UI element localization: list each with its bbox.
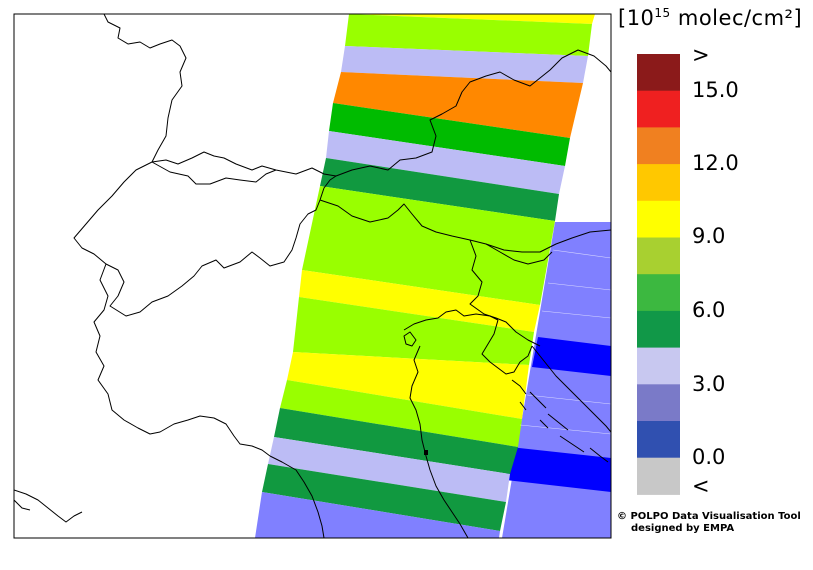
stripe-14 — [268, 437, 510, 502]
coast-croatia — [531, 345, 611, 433]
stripe-07 — [320, 158, 559, 221]
legend-label-0: 0.0 — [692, 445, 726, 469]
stripe-13 — [274, 408, 518, 474]
country-borders — [14, 14, 611, 538]
border-france-monaco — [14, 489, 83, 523]
unit-prefix: [10 — [618, 6, 655, 30]
legend-label-15: 15.0 — [692, 78, 739, 102]
stripe-06 — [326, 131, 565, 194]
coast-venice — [403, 309, 499, 331]
stripe-08 — [302, 186, 555, 305]
border-switzerland — [73, 161, 337, 317]
stripe-16 — [255, 492, 500, 538]
coast-liguria — [269, 455, 325, 538]
legend-label-3: 3.0 — [692, 372, 726, 396]
legend-swatch — [637, 347, 680, 385]
satellite-swath — [255, 14, 611, 538]
legend-swatch — [637, 127, 680, 165]
border-swiss-north — [151, 161, 277, 185]
legend-label-9: 9.0 — [692, 224, 726, 248]
stripe-15 — [262, 464, 506, 531]
stripe-02 — [345, 14, 592, 56]
stripe-10 — [293, 297, 534, 365]
legend-swatch — [637, 310, 680, 349]
coast-adriatic-west — [409, 345, 469, 538]
legend-color-bar — [637, 54, 680, 495]
legend-label-gt: > — [692, 43, 710, 67]
stripe-01 — [349, 14, 595, 24]
unit-label: [1015 molec/cm²] — [618, 6, 802, 30]
stripe-04 — [333, 72, 583, 138]
border-austria-italy — [319, 199, 611, 253]
stripe-03 — [341, 46, 588, 83]
map-frame — [13, 13, 612, 539]
legend-swatch — [637, 384, 680, 422]
small-island — [424, 450, 428, 455]
stripe-05 — [329, 103, 570, 166]
border-france-germany — [103, 14, 187, 163]
credit-line-1: © POLPO Data Visualisation Tool — [617, 511, 801, 522]
legend-swatch — [637, 274, 680, 312]
border-slovenia-austria — [485, 243, 553, 265]
border-slovenia — [469, 239, 541, 347]
border-france-italy — [93, 263, 271, 457]
legend-swatch — [637, 90, 680, 128]
stripe-09 — [299, 270, 540, 332]
stripe-11 — [287, 352, 529, 419]
legend-swatch — [637, 200, 680, 238]
legend-swatch — [637, 164, 680, 202]
stripe-12 — [280, 380, 522, 447]
croatia-islands — [511, 379, 609, 463]
coast-istria — [481, 319, 533, 375]
legend-label-6: 6.0 — [692, 298, 726, 322]
unit-exponent: 15 — [654, 6, 671, 20]
border-germany-austria — [151, 49, 611, 177]
legend-swatch — [637, 54, 680, 92]
lake-garda — [403, 331, 417, 347]
legend-label-12: 12.0 — [692, 151, 739, 175]
swath-east-deepblue-2 — [506, 447, 611, 492]
legend-swatch — [637, 457, 680, 495]
credit-line-2: designed by EMPA — [631, 523, 735, 534]
legend-label-lt: < — [692, 474, 710, 498]
legend-swatch — [637, 421, 680, 459]
border-bottom-italy — [14, 499, 31, 511]
swath-east-deepblue-1 — [532, 337, 611, 376]
legend-swatch — [637, 237, 680, 275]
swath-pixel-lines — [519, 249, 611, 435]
unit-suffix: molec/cm²] — [670, 6, 803, 30]
